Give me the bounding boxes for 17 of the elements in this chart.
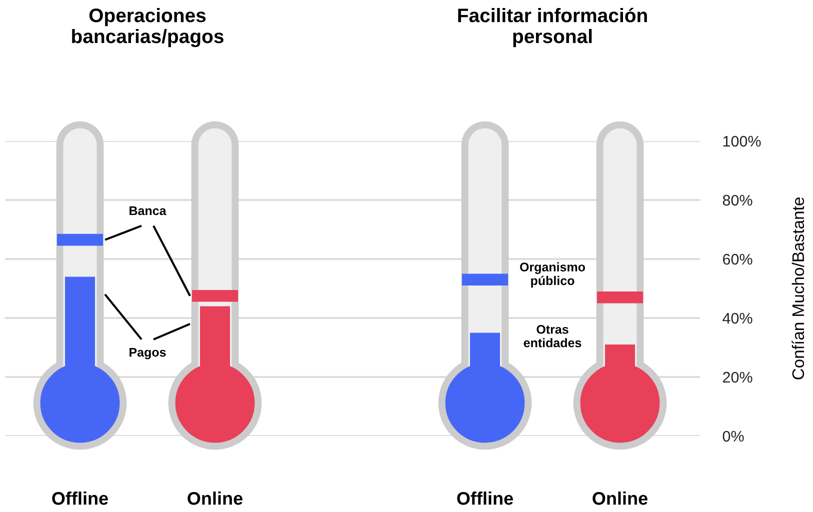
y-tick-label: 20%: [722, 372, 752, 383]
x-tick-label: Online: [188, 492, 242, 505]
series-label: Organismo público: [520, 262, 586, 288]
x-tick-label: Offline: [457, 492, 513, 505]
y-tick-label: 100%: [723, 136, 761, 147]
y-axis-title: Confían Mucho/Bastante: [792, 198, 804, 380]
x-tick-label: Online: [592, 492, 648, 505]
series-label: Otras entidades: [524, 324, 582, 348]
text: Pagos: [130, 348, 166, 360]
x-tick-label: Offline: [52, 492, 108, 505]
y-tick-label: 80%: [722, 194, 752, 206]
y-tick-label: 60%: [723, 254, 752, 265]
y-tick-label: 40%: [722, 312, 752, 324]
text: Facilitar información personal: [458, 8, 647, 48]
text: Operaciones bancarias/pagos: [72, 8, 224, 48]
y-tick-label: 0%: [722, 430, 744, 442]
text: Banca: [130, 206, 166, 216]
